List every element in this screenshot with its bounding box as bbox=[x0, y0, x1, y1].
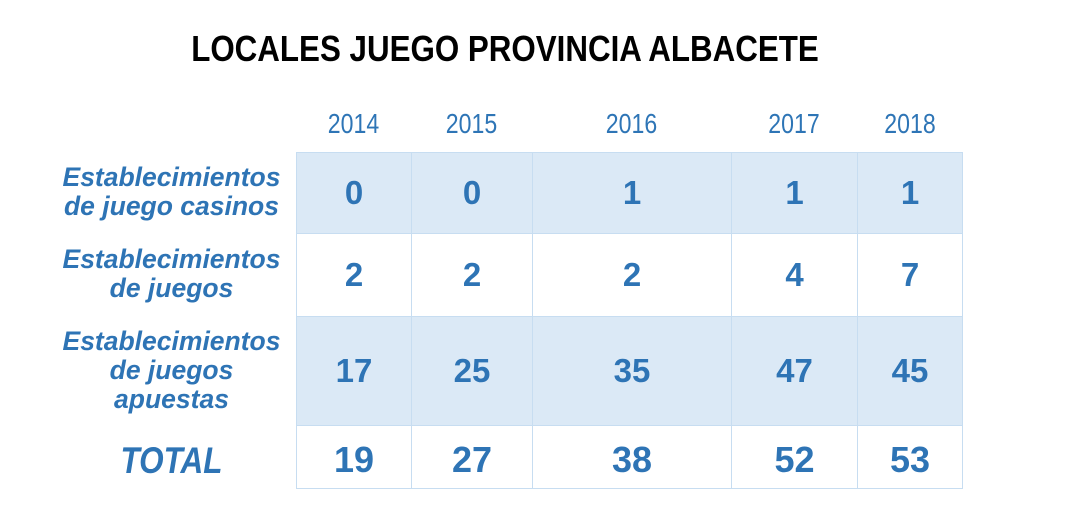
table-cell: 17 bbox=[296, 316, 411, 425]
column-header-2018: 2018 bbox=[884, 107, 936, 139]
column-header-2017: 2017 bbox=[768, 107, 820, 139]
table-cell: 52 bbox=[731, 425, 857, 489]
column-header-2014: 2014 bbox=[327, 107, 380, 139]
table-cell: 19 bbox=[296, 425, 411, 489]
row-label-total: TOTAL bbox=[66, 428, 278, 492]
table-cell: 1 bbox=[532, 151, 731, 233]
table-cell: 47 bbox=[731, 316, 857, 425]
table-corner-cell bbox=[47, 100, 296, 152]
row-label-juegos: Establecimientos de juegos bbox=[47, 233, 296, 317]
table-cell: 7 bbox=[857, 232, 963, 316]
column-header-2016: 2016 bbox=[605, 107, 658, 139]
row-label-line: de juegos bbox=[109, 273, 234, 304]
row-label-juego-casinos: Establecimientos de juego casinos bbox=[47, 152, 296, 233]
column-header-2015: 2015 bbox=[445, 107, 498, 139]
table-cell: 0 bbox=[296, 151, 411, 233]
table-cell: 2 bbox=[532, 232, 731, 316]
table-cell: 35 bbox=[532, 316, 731, 425]
row-label-line: Establecimientos bbox=[62, 326, 281, 356]
table-cell: 2 bbox=[411, 232, 532, 316]
table-cell: 45 bbox=[857, 316, 963, 425]
row-label-line: Establecimientos bbox=[62, 244, 281, 275]
row-label-line: de juegos bbox=[109, 355, 234, 385]
row-label-line: TOTAL bbox=[120, 439, 223, 481]
table-cell: 25 bbox=[411, 316, 532, 425]
table-cell: 1 bbox=[731, 151, 857, 233]
row-label-juegos-apuestas: Establecimientos de juegos apuestas bbox=[47, 316, 296, 425]
table-cell: 2 bbox=[296, 232, 411, 316]
table-cell: 38 bbox=[532, 425, 731, 489]
table-cell: 1 bbox=[857, 151, 963, 233]
row-label-line: Establecimientos bbox=[62, 162, 281, 192]
row-label-line: apuestas bbox=[114, 384, 229, 414]
table-cell: 0 bbox=[411, 151, 532, 233]
row-label-line: de juego casinos bbox=[63, 191, 279, 221]
table-cell: 53 bbox=[857, 425, 963, 489]
table-cell: 27 bbox=[411, 425, 532, 489]
chart-title: LOCALES JUEGO PROVINCIA ALBACETE bbox=[191, 28, 819, 69]
table-cell: 4 bbox=[731, 232, 857, 316]
data-table: 2014 2015 2016 2017 2018 Establecimiento… bbox=[47, 100, 963, 489]
